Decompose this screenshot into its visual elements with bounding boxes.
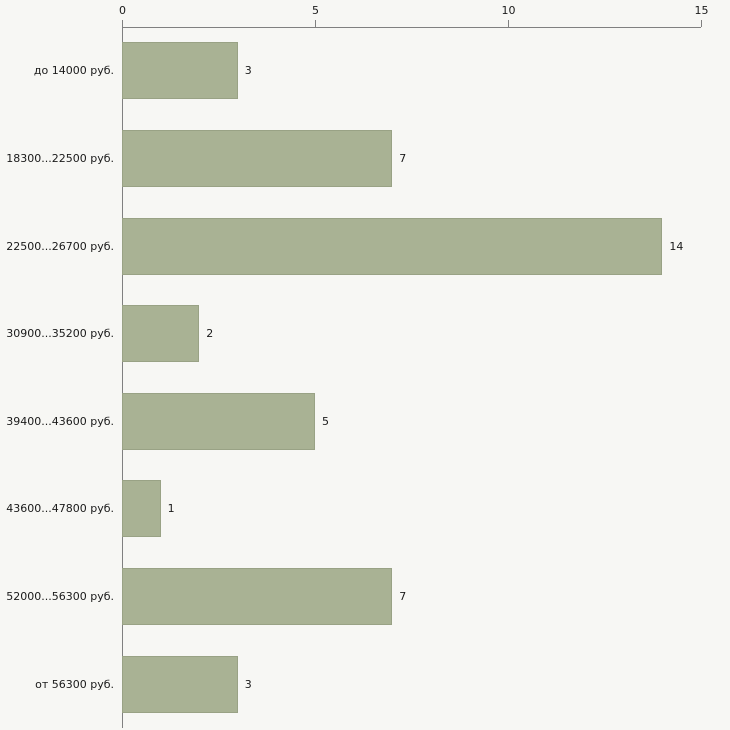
bar-value-label: 14 xyxy=(669,239,684,253)
chart-row: 18300...22500 руб. 7 xyxy=(0,115,730,203)
bar xyxy=(122,305,200,363)
chart-row: от 56300 руб. 3 xyxy=(0,640,730,728)
x-tick-label: 10 xyxy=(501,4,516,17)
bar-track: 3 xyxy=(122,42,701,100)
bar xyxy=(122,480,161,538)
bar-track: 14 xyxy=(122,217,701,275)
bar xyxy=(122,568,393,626)
chart-row: 39400...43600 руб. 5 xyxy=(0,378,730,466)
x-tick: 5 xyxy=(312,4,319,27)
bar-track: 7 xyxy=(122,129,701,187)
category-label: от 56300 руб. xyxy=(35,677,114,691)
y-axis-line xyxy=(122,27,123,728)
x-tick-label: 15 xyxy=(694,4,709,17)
bar xyxy=(122,392,315,450)
bar xyxy=(122,129,393,187)
x-tick-label: 5 xyxy=(312,4,319,17)
x-axis-line xyxy=(122,27,701,28)
chart-rows: до 14000 руб. 3 18300...22500 руб. 7 22500..… xyxy=(0,27,730,728)
x-axis-ticks: 0 5 10 15 xyxy=(119,0,709,27)
x-tick-label: 0 xyxy=(119,4,126,17)
category-label: 52000...56300 руб. xyxy=(6,590,114,604)
category-label: 30900...35200 руб. xyxy=(6,327,114,341)
bar-value-label: 7 xyxy=(399,590,407,604)
bar xyxy=(122,42,238,100)
x-tick: 15 xyxy=(695,4,709,27)
bar-value-label: 3 xyxy=(244,677,252,691)
chart-row: 43600...47800 руб. 1 xyxy=(0,465,730,553)
bar-track: 7 xyxy=(122,568,701,626)
category-label: 18300...22500 руб. xyxy=(6,151,114,165)
bar-track: 5 xyxy=(122,392,701,450)
x-tick: 10 xyxy=(502,4,516,27)
chart-row: 52000...56300 руб. 7 xyxy=(0,553,730,641)
bar-value-label: 1 xyxy=(167,502,175,516)
chart-row: 30900...35200 руб. 2 xyxy=(0,290,730,378)
bar-value-label: 7 xyxy=(399,151,407,165)
bar-value-label: 5 xyxy=(322,414,329,428)
category-label: 43600...47800 руб. xyxy=(6,502,114,516)
category-label: 22500...26700 руб. xyxy=(6,239,114,253)
x-tick: 0 xyxy=(119,4,126,27)
category-label: 39400...43600 руб. xyxy=(6,414,114,428)
bar-track: 1 xyxy=(122,480,701,538)
bar-track: 2 xyxy=(122,305,701,363)
bar-value-label: 2 xyxy=(206,327,214,341)
bar-value-label: 3 xyxy=(244,64,252,78)
bar xyxy=(122,217,663,275)
chart-row: 22500...26700 руб. 14 xyxy=(0,202,730,290)
category-label: до 14000 руб. xyxy=(33,64,114,78)
bar-track: 3 xyxy=(122,655,701,713)
chart-row: до 14000 руб. 3 xyxy=(0,27,730,115)
bar xyxy=(122,655,238,713)
